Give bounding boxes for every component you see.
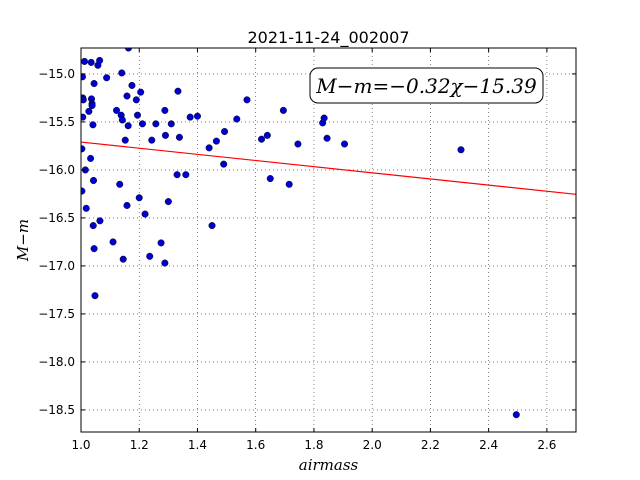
data-point <box>91 292 99 300</box>
data-point <box>205 144 213 152</box>
y-tick-label: −15.5 <box>38 115 75 129</box>
grid <box>80 48 576 432</box>
data-point <box>233 115 241 123</box>
data-point <box>243 96 251 104</box>
data-point <box>90 176 98 184</box>
data-point <box>89 222 97 230</box>
x-tick-label: 2.0 <box>363 438 382 452</box>
data-point <box>341 140 349 148</box>
fit-annotation-box <box>309 67 544 104</box>
data-point <box>89 121 97 129</box>
data-point <box>121 136 129 144</box>
x-tick-label: 1.4 <box>188 438 207 452</box>
data-point <box>132 96 140 104</box>
data-point <box>320 114 328 122</box>
y-tick-label: −15.0 <box>38 67 75 81</box>
data-point <box>119 255 127 263</box>
data-point <box>81 57 88 65</box>
data-point <box>146 252 154 260</box>
x-tick-label: 1.8 <box>304 438 323 452</box>
data-point <box>186 113 194 121</box>
plot-area <box>81 48 576 432</box>
y-tick-label: −17.0 <box>38 259 75 273</box>
x-tick-label: 2.4 <box>479 438 498 452</box>
data-point <box>118 116 126 124</box>
data-point <box>82 204 90 212</box>
y-tick-label: −16.5 <box>38 211 75 225</box>
data-point <box>90 80 98 88</box>
data-point <box>124 122 132 130</box>
data-point <box>137 88 145 96</box>
chart-title: 2021-11-24_002007 <box>247 28 409 48</box>
data-point <box>123 92 131 100</box>
data-point <box>175 133 183 141</box>
data-point <box>220 160 228 168</box>
data-point <box>85 107 93 115</box>
data-point <box>87 154 95 162</box>
data-point <box>81 113 87 121</box>
data-point <box>135 194 143 202</box>
data-point <box>87 58 95 66</box>
data-point <box>128 81 136 89</box>
fit-line <box>81 141 576 195</box>
data-point <box>294 140 302 148</box>
data-point <box>90 245 98 253</box>
data-point <box>263 131 271 139</box>
data-point <box>457 146 465 154</box>
data-point <box>113 106 121 114</box>
data-point <box>118 69 126 77</box>
data-point <box>323 134 331 142</box>
data-point <box>133 111 141 119</box>
data-point <box>173 171 181 179</box>
data-point <box>164 198 172 206</box>
data-point <box>81 187 86 195</box>
data-point <box>212 137 220 145</box>
data-point <box>109 238 117 246</box>
data-point <box>174 87 182 95</box>
x-axis-label: airmass <box>299 456 359 474</box>
data-point <box>161 106 169 114</box>
data-point <box>88 102 96 110</box>
data-point <box>81 96 87 104</box>
x-tick-label: 2.6 <box>537 438 556 452</box>
data-point <box>96 56 104 64</box>
y-tick-label: −16.0 <box>38 163 75 177</box>
data-point <box>116 180 124 188</box>
data-point <box>123 201 131 209</box>
ticks: 1.0 1.2 1.4 1.6 1.8 2.0 2.2 2.4 2.6 −15.0 −15.5 −16… <box>38 48 576 452</box>
data-layer <box>81 48 576 419</box>
data-point <box>157 239 165 247</box>
data-point <box>512 411 520 419</box>
data-point <box>148 136 156 144</box>
x-tick-label: 1.0 <box>71 438 90 452</box>
data-point <box>161 259 169 267</box>
data-point <box>103 74 111 82</box>
plot-frame <box>80 47 577 433</box>
y-tick-label: −18.0 <box>38 355 75 369</box>
data-point <box>141 210 149 218</box>
x-tick-label: 1.6 <box>246 438 265 452</box>
data-point <box>167 120 175 128</box>
data-point <box>81 145 86 153</box>
data-point <box>138 120 146 128</box>
data-point <box>193 112 201 120</box>
y-tick-label: −17.5 <box>38 307 75 321</box>
data-point <box>221 128 229 136</box>
data-point <box>258 135 266 143</box>
data-point <box>152 120 160 128</box>
x-tick-label: 1.2 <box>130 438 149 452</box>
data-point <box>285 180 293 188</box>
y-tick-label: −18.5 <box>38 403 75 417</box>
data-point <box>182 171 190 179</box>
data-point <box>96 217 104 225</box>
y-axis-label: M−m <box>14 219 32 262</box>
x-tick-label: 2.2 <box>421 438 440 452</box>
data-point <box>279 106 287 114</box>
fit-annotation: M−m=−0.32χ−15.39 <box>315 74 537 98</box>
data-point <box>266 175 274 183</box>
data-point <box>161 131 169 139</box>
data-point <box>208 222 216 230</box>
